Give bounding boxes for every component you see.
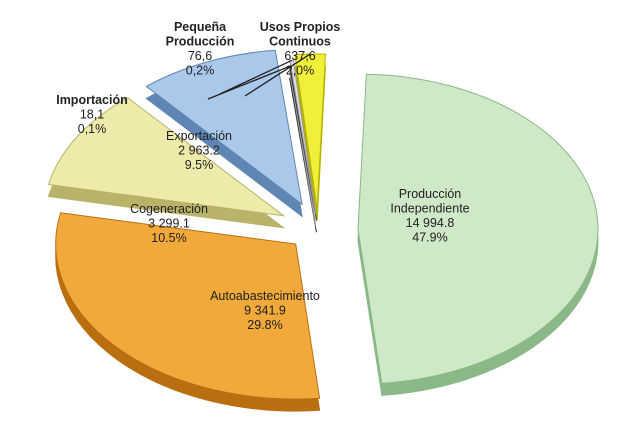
leader-lines bbox=[207, 53, 311, 100]
slice-label: Importación 18,1 0,1% bbox=[56, 93, 128, 136]
slice-label: Cogeneración 3 299.1 10.5% bbox=[130, 202, 208, 245]
slice-label: Producción Independiente 14 994.8 47.9% bbox=[390, 187, 469, 245]
pie-slice bbox=[294, 53, 327, 210]
pie-slice bbox=[47, 97, 286, 217]
pie-slice bbox=[357, 73, 599, 384]
pie-slice bbox=[145, 49, 303, 206]
slice-label: Autoabastecimiento 9 341.9 29.8% bbox=[210, 289, 320, 332]
slice-label: Pequeña Producción 76,6 0,2% bbox=[166, 20, 235, 78]
pie-slice bbox=[55, 212, 321, 400]
slice-label: Exportación 2 963.2 9.5% bbox=[166, 129, 232, 172]
leader-line bbox=[219, 59, 292, 95]
pie-slices bbox=[47, 49, 599, 412]
leader-line bbox=[244, 53, 311, 97]
slice-labels: Producción Independiente 14 994.8 47.9% Auto… bbox=[56, 20, 469, 332]
pie-slice bbox=[289, 59, 317, 215]
slice-label: Usos Propios Continuos 637,6 2,0% bbox=[260, 20, 341, 78]
